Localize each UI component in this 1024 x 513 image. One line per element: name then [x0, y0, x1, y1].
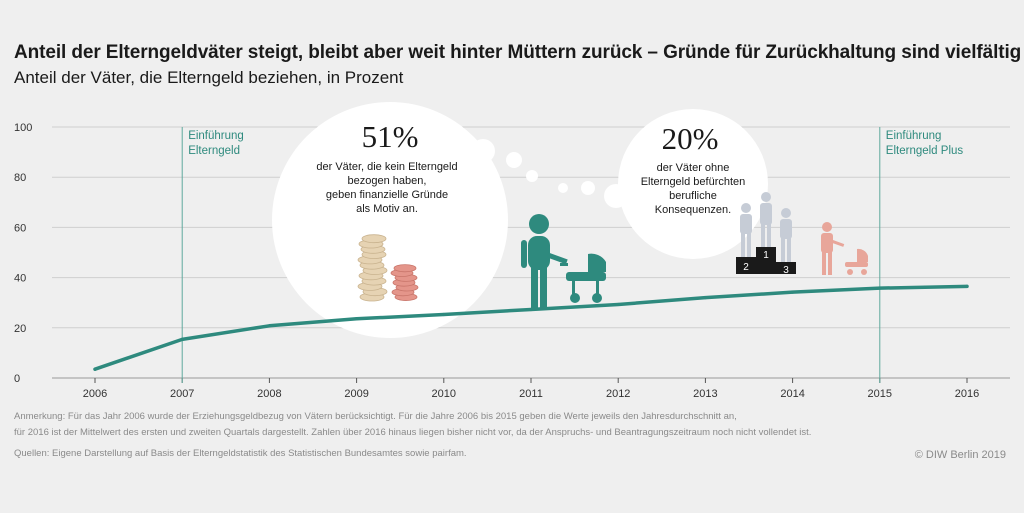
y-tick-label: 0	[14, 373, 20, 385]
x-tick-label: 2014	[780, 388, 804, 400]
coin	[393, 264, 417, 273]
father-with-pram-small-icon	[821, 222, 868, 275]
x-tick-label: 2015	[868, 388, 892, 400]
sources-note: Quellen: Eigene Darstellung auf Basis de…	[14, 448, 467, 459]
data-point	[965, 284, 969, 288]
x-tick-label: 2007	[170, 388, 194, 400]
data-point	[355, 317, 359, 321]
svg-text:Elterngeld befürchten: Elterngeld befürchten	[641, 176, 746, 188]
thought-bubble-career	[558, 109, 768, 259]
x-tick-label: 2012	[606, 388, 630, 400]
svg-text:2: 2	[743, 262, 749, 273]
axes: 0 20 40 60 80 100 2006 2007 2008 2009 2010 2011 2012…	[14, 122, 979, 400]
y-tick-label: 60	[14, 222, 26, 234]
event-markers: Einführung Elterngeld Einführung Elterngeld…	[181, 127, 964, 383]
data-point	[616, 302, 620, 307]
career-percentage: 20%	[662, 121, 719, 156]
svg-text:1: 1	[763, 250, 769, 261]
x-tick-label: 2011	[519, 388, 543, 400]
note-line-2: für 2016 ist der Mittelwert des ersten u…	[14, 427, 812, 438]
career-caption: der Väter ohne Elterngeld befürchten ber…	[641, 162, 746, 216]
svg-text:Konsequenzen.: Konsequenzen.	[655, 204, 731, 216]
data-point	[180, 337, 184, 341]
svg-text:3: 3	[783, 265, 789, 276]
event-marker-label: Einführung	[188, 130, 244, 142]
finance-caption: der Väter, die kein Elterngeld bezogen h…	[316, 161, 457, 215]
svg-text:geben finanzielle Gründe: geben finanzielle Gründe	[326, 189, 448, 201]
data-point	[442, 312, 446, 317]
svg-text:der Väter ohne: der Väter ohne	[657, 162, 730, 174]
coin	[361, 234, 387, 244]
data-series	[93, 284, 969, 371]
data-point	[878, 286, 882, 290]
y-tick-label: 100	[14, 122, 32, 134]
x-tick-label: 2013	[693, 388, 717, 400]
x-tick-label: 2009	[344, 388, 368, 400]
thought-bubble-finance	[272, 102, 538, 338]
data-point	[791, 290, 795, 294]
event-marker-label: Elterngeld Plus	[886, 145, 964, 157]
x-tick-label: 2008	[257, 388, 281, 400]
x-tick-label: 2016	[955, 388, 979, 400]
svg-text:als Motiv an.: als Motiv an.	[356, 203, 418, 215]
business-people-icon	[740, 192, 792, 262]
father-with-stroller-icon	[521, 214, 606, 308]
data-point	[93, 367, 97, 371]
svg-text:der Väter, die kein Elterngeld: der Väter, die kein Elterngeld	[316, 161, 457, 173]
event-marker-label: Einführung	[886, 130, 942, 142]
chart-title: Anteil der Elterngeldväter steigt, bleib…	[14, 42, 1022, 63]
svg-text:bezogen haben,: bezogen haben,	[348, 175, 427, 187]
podium-icon: 2 1 3	[736, 247, 796, 276]
finance-percentage: 51%	[362, 119, 419, 154]
y-tick-label: 40	[14, 273, 26, 285]
note-line-1: Anmerkung: Für das Jahr 2006 wurde der E…	[14, 411, 737, 422]
chart-subtitle: Anteil der Väter, die Elterngeld beziehe…	[14, 68, 404, 87]
x-tick-label: 2006	[83, 388, 107, 400]
data-point	[529, 307, 533, 312]
y-tick-label: 20	[14, 323, 26, 335]
data-point	[267, 324, 271, 328]
copyright: © DIW Berlin 2019	[914, 449, 1006, 461]
svg-text:berufliche: berufliche	[669, 190, 717, 202]
coin-stack-icon	[357, 234, 388, 302]
y-tick-label: 80	[14, 172, 26, 184]
event-marker-label: Elterngeld	[188, 145, 240, 157]
coin-stack-icon-small	[390, 264, 419, 301]
data-point	[703, 296, 708, 300]
x-tick-label: 2010	[432, 388, 456, 400]
